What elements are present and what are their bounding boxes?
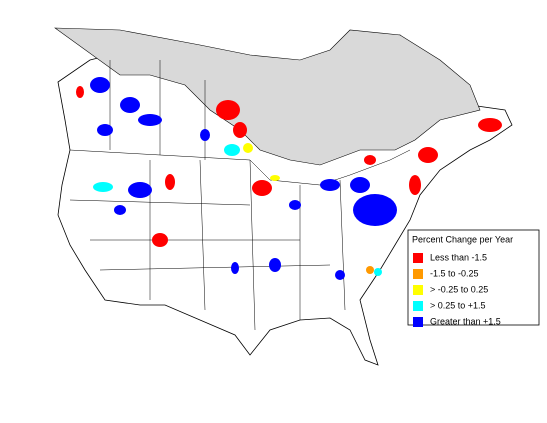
patch bbox=[252, 180, 272, 196]
patch bbox=[224, 144, 240, 156]
patch bbox=[152, 233, 168, 247]
legend-label: > 0.25 to +1.5 bbox=[430, 300, 486, 310]
patch bbox=[138, 114, 162, 126]
legend: Percent Change per Year Less than -1.5 -1… bbox=[407, 229, 540, 327]
legend-label: Greater than +1.5 bbox=[430, 316, 501, 326]
patch bbox=[289, 200, 301, 210]
patch bbox=[366, 266, 374, 274]
patch bbox=[364, 155, 376, 165]
patch bbox=[478, 118, 502, 132]
legend-swatch bbox=[413, 285, 423, 295]
patch bbox=[128, 182, 152, 198]
legend-title: Percent Change per Year bbox=[412, 234, 513, 244]
patch bbox=[114, 205, 126, 215]
legend-box bbox=[407, 229, 540, 326]
legend-label: > -0.25 to 0.25 bbox=[430, 284, 488, 294]
legend-swatch bbox=[413, 253, 423, 263]
patch bbox=[165, 174, 175, 190]
patch bbox=[97, 124, 113, 136]
legend-swatch bbox=[413, 269, 423, 279]
patch bbox=[335, 270, 345, 280]
legend-swatch bbox=[413, 301, 423, 311]
patch bbox=[270, 175, 280, 181]
patch bbox=[418, 147, 438, 163]
patch bbox=[93, 182, 113, 192]
patch bbox=[90, 77, 110, 93]
patch bbox=[374, 268, 382, 276]
patch bbox=[350, 177, 370, 193]
patch bbox=[243, 143, 253, 153]
patch bbox=[216, 100, 240, 120]
patch bbox=[120, 97, 140, 113]
patch bbox=[200, 129, 210, 141]
patch bbox=[409, 175, 421, 195]
patch bbox=[353, 194, 397, 226]
legend-swatch bbox=[413, 317, 423, 327]
no-data-region bbox=[54, 27, 481, 166]
legend-label: Less than -1.5 bbox=[430, 252, 487, 262]
patch bbox=[231, 262, 239, 274]
patches bbox=[76, 77, 502, 280]
legend-label: -1.5 to -0.25 bbox=[430, 268, 479, 278]
patch bbox=[269, 258, 281, 272]
patch bbox=[233, 122, 247, 138]
patch bbox=[76, 86, 84, 98]
patch bbox=[320, 179, 340, 191]
